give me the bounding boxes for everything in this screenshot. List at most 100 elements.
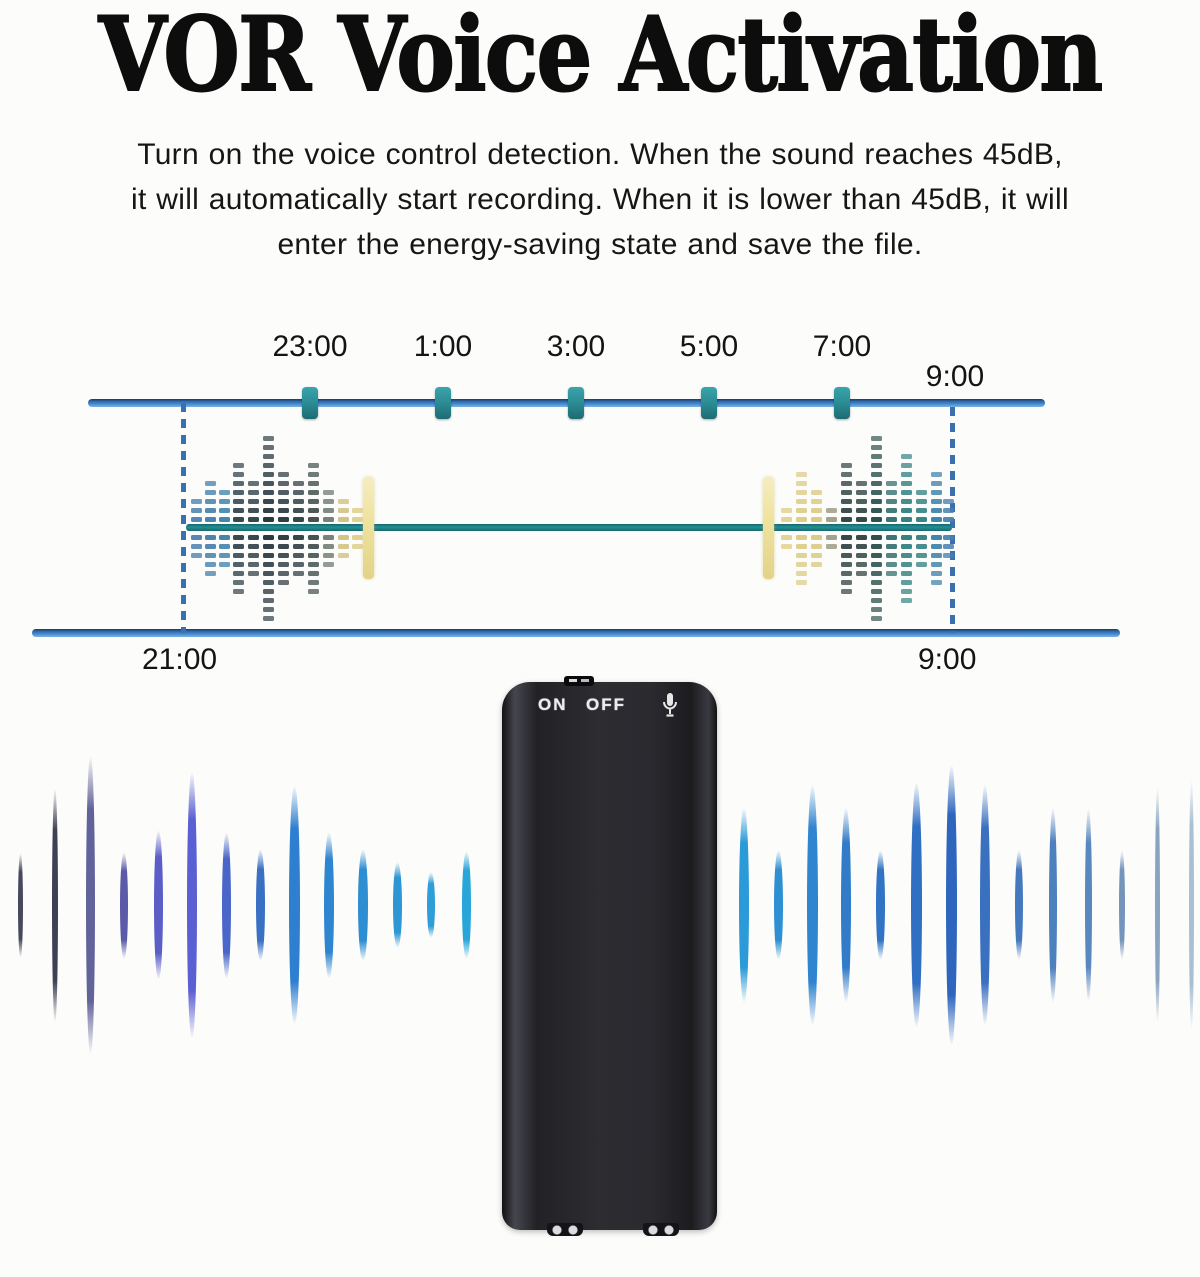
waveform-dash	[915, 552, 927, 558]
waveform-dash	[337, 552, 349, 558]
timeline-tick	[834, 387, 850, 419]
sound-wave-bar	[461, 851, 471, 959]
waveform-dash	[870, 606, 882, 612]
waveform-dash	[307, 543, 319, 549]
waveform-dash	[292, 570, 304, 576]
waveform-dash	[262, 534, 274, 540]
waveform-dash	[870, 579, 882, 585]
waveform-dash	[915, 543, 927, 549]
sound-wave-bar	[187, 771, 197, 1039]
waveform-dash	[942, 543, 954, 549]
waveform-dash	[337, 498, 349, 504]
sound-wave-bar	[773, 850, 783, 960]
waveform-dash	[825, 507, 837, 513]
timeline-tick-label: 5:00	[679, 330, 739, 363]
timeline-tick-label: 1:00	[413, 330, 473, 363]
waveform-dash	[885, 489, 897, 495]
voice-trigger-bar	[762, 477, 774, 579]
waveform-dash	[337, 543, 349, 549]
sound-wave-bar	[324, 831, 334, 979]
waveform-dash	[262, 444, 274, 450]
timeline-tick	[435, 387, 451, 419]
waveform-dash	[915, 489, 927, 495]
waveform-dash	[840, 552, 852, 558]
waveform-dash	[795, 579, 807, 585]
waveform-dash	[232, 480, 244, 486]
waveform-dash	[780, 516, 792, 522]
waveform-dash	[855, 507, 867, 513]
waveform-dash	[795, 471, 807, 477]
waveform-dash	[292, 498, 304, 504]
timeline-tick	[568, 387, 584, 419]
waveform-dash	[930, 579, 942, 585]
waveform-dash	[204, 561, 216, 567]
sound-wave-bar	[255, 849, 265, 961]
timeline-top-end-label: 9:00	[925, 360, 985, 393]
device-on-label: ON	[538, 695, 568, 714]
waveform-dash	[885, 507, 897, 513]
waveform-dash	[322, 534, 334, 540]
waveform-dash	[855, 498, 867, 504]
waveform-dash	[277, 480, 289, 486]
sound-wave-bar	[1119, 850, 1125, 960]
waveform-dash	[204, 516, 216, 522]
device-foot-right	[643, 1223, 679, 1236]
waveform-dash	[885, 543, 897, 549]
waveform-dash	[885, 561, 897, 567]
waveform-dash	[204, 489, 216, 495]
waveform-dash	[900, 597, 912, 603]
waveform-dash	[247, 480, 259, 486]
description-line-2: it will automatically start recording. W…	[131, 183, 1069, 216]
waveform-dash	[870, 435, 882, 441]
waveform-dash	[900, 534, 912, 540]
waveform-dash	[840, 534, 852, 540]
waveform-dash	[930, 534, 942, 540]
waveform-dash	[337, 507, 349, 513]
waveform-dash	[915, 516, 927, 522]
sound-wave-bar	[153, 830, 163, 980]
waveform-dash	[232, 552, 244, 558]
waveform-dash	[780, 543, 792, 549]
description: Turn on the voice control detection. Whe…	[0, 132, 1200, 267]
waveform-dash	[942, 552, 954, 558]
waveform-dash	[247, 498, 259, 504]
waveform-dash	[810, 561, 822, 567]
sound-wave-bar	[288, 785, 300, 1025]
page-title-text: VOR Voice Activation	[98, 0, 1104, 115]
power-switch	[564, 676, 594, 686]
timeline-bottom-start-label: 21:00	[142, 643, 218, 676]
waveform-dash	[204, 507, 216, 513]
waveform-dash	[795, 489, 807, 495]
waveform-dash	[262, 588, 274, 594]
waveform-dash	[900, 480, 912, 486]
sound-wave-bar	[221, 831, 231, 979]
waveform-dash	[942, 516, 954, 522]
waveform-dash	[247, 543, 259, 549]
timeline-tick-label: 3:00	[546, 330, 606, 363]
timeline-tick	[701, 387, 717, 419]
waveform-dash	[795, 507, 807, 513]
waveform-dash	[218, 507, 230, 513]
waveform-dash	[307, 552, 319, 558]
waveform-dash	[277, 516, 289, 522]
waveform-dash	[795, 534, 807, 540]
waveform-dash	[870, 543, 882, 549]
waveform-dash	[292, 534, 304, 540]
waveform-dash	[855, 480, 867, 486]
waveform-dash	[277, 471, 289, 477]
waveform-dash	[262, 570, 274, 576]
waveform-dash	[930, 543, 942, 549]
waveform-dash	[277, 543, 289, 549]
waveform-dash	[930, 516, 942, 522]
waveform-dash	[247, 507, 259, 513]
waveform-dash	[915, 534, 927, 540]
waveform-dash	[262, 462, 274, 468]
waveform-dash	[190, 552, 202, 558]
recording-start-guide-line	[181, 403, 186, 633]
sound-wave-bar	[427, 872, 435, 938]
waveform-dash	[277, 489, 289, 495]
waveform-dash	[825, 534, 837, 540]
waveform-dash	[825, 516, 837, 522]
waveform-dash	[277, 552, 289, 558]
sound-wave-bar	[875, 850, 885, 960]
